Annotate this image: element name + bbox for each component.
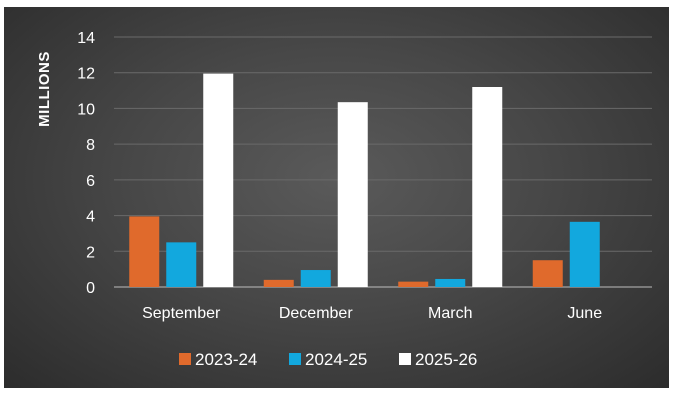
legend-label: 2025-26 [415,350,477,369]
legend: 2023-24 2024-25 2025-26 [179,350,477,369]
y-tick-label: 4 [86,209,95,226]
y-tick-label: 8 [86,137,95,154]
chart-area: 0 2 4 6 8 10 12 14 September December March June M… [4,7,669,388]
bar-chart: 0 2 4 6 8 10 12 14 September December March June M… [36,30,652,369]
y-tick-label: 10 [77,101,95,118]
bar-2024-25-september [166,242,197,287]
y-axis-ticks: 0 2 4 6 8 10 12 14 [77,30,95,297]
x-tick-label: June [567,305,602,322]
bar-2024-25-june [569,221,600,287]
y-tick-label: 0 [86,280,95,297]
bar-2023-24-june [532,260,563,287]
bar-2024-25-december [300,270,331,287]
y-tick-label: 2 [86,244,95,261]
legend-swatch [179,353,191,365]
legend-swatch [289,353,301,365]
bar-2024-25-march [435,278,466,287]
y-tick-label: 12 [77,66,95,83]
bars [129,73,600,287]
bar-2025-26-march [472,87,503,287]
legend-swatch [399,353,411,365]
y-tick-label: 6 [86,173,95,190]
bar-2025-26-september [203,73,234,287]
x-tick-label: March [428,305,472,322]
x-tick-label: December [279,305,353,322]
x-tick-label: September [142,305,221,322]
bar-2023-24-december [263,279,294,287]
y-tick-label: 14 [77,30,95,47]
bar-2023-24-march [398,281,429,287]
y-axis-title: MILLIONS [36,51,53,127]
legend-label: 2023-24 [195,350,257,369]
bar-2023-24-september [129,216,160,287]
x-axis-ticks: September December March June [142,305,602,322]
legend-label: 2024-25 [305,350,367,369]
bar-2025-26-december [337,102,368,287]
